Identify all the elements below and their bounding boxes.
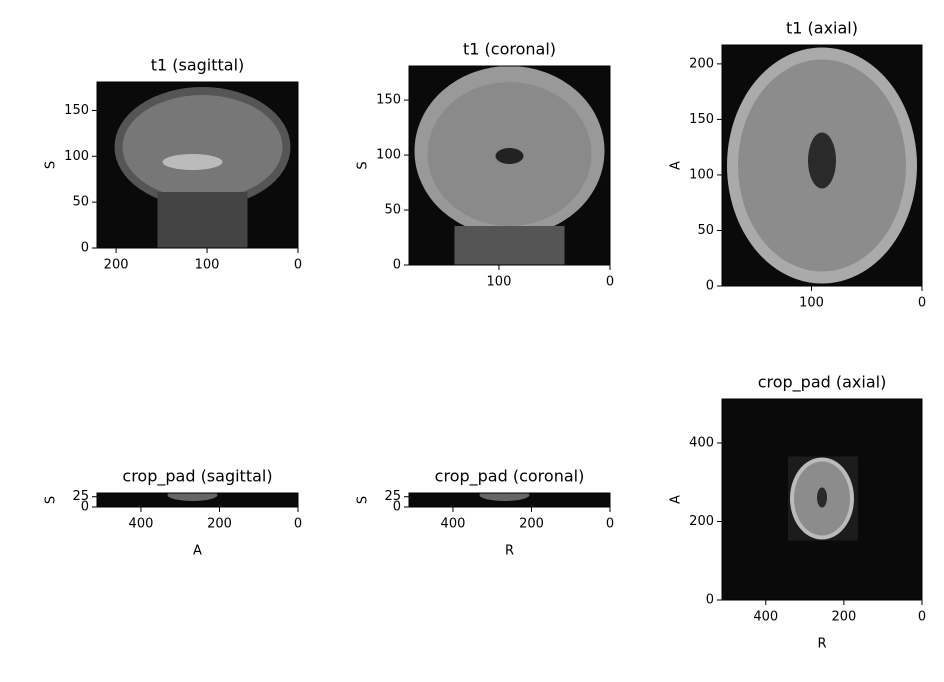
x-axis-label: R [505, 544, 514, 559]
y-axis-label: S [44, 496, 59, 504]
x-tick-label: 0 [606, 517, 614, 532]
x-tick-label: 100 [195, 258, 220, 273]
subplot-title: t1 (sagittal) [151, 56, 245, 75]
ventricle [808, 132, 836, 189]
subplot-title: t1 (axial) [786, 19, 858, 38]
y-tick-label: 0 [706, 593, 714, 608]
y-axis-label: A [669, 161, 684, 170]
y-tick-label: 0 [81, 500, 89, 515]
subplot-title: crop_pad (axial) [758, 373, 887, 393]
image [97, 82, 298, 248]
brain-slice [167, 493, 218, 501]
subplot-title: t1 (coronal) [463, 40, 556, 59]
brain [122, 95, 283, 199]
y-tick-label: 0 [706, 279, 714, 294]
x-tick-label: 0 [918, 610, 926, 625]
x-tick-label: 0 [606, 275, 614, 290]
ventricle [495, 148, 524, 164]
y-tick-label: 400 [689, 435, 714, 450]
y-axis-label: S [356, 496, 371, 504]
y-tick-label: 50 [697, 223, 714, 238]
y-tick-label: 150 [64, 103, 89, 118]
x-tick-label: 0 [918, 296, 926, 311]
x-tick-label: 200 [519, 517, 544, 532]
x-tick-label: 200 [207, 517, 232, 532]
y-tick-label: 0 [81, 241, 89, 256]
y-tick-label: 200 [689, 514, 714, 529]
image [722, 399, 922, 600]
callosum [162, 154, 223, 170]
x-tick-label: 200 [104, 258, 129, 273]
axes-frame [721, 398, 923, 601]
subplot-title: crop_pad (coronal) [435, 467, 585, 487]
y-axis-label: S [356, 161, 371, 169]
y-tick-label: 25 [72, 489, 89, 504]
y-tick-label: 0 [393, 500, 401, 515]
neck [157, 192, 248, 248]
x-tick-label: 400 [441, 517, 466, 532]
y-axis-label: A [669, 495, 684, 504]
x-tick-label: 400 [753, 610, 778, 625]
y-tick-label: 150 [376, 93, 401, 108]
x-tick-label: 400 [129, 517, 154, 532]
y-tick-label: 0 [393, 258, 401, 273]
y-tick-label: 50 [72, 195, 89, 210]
image [409, 493, 610, 507]
y-tick-label: 100 [689, 167, 714, 182]
axes-frame [721, 44, 923, 287]
x-tick-label: 0 [294, 517, 302, 532]
y-tick-label: 100 [376, 148, 401, 163]
axes-frame [408, 65, 611, 266]
x-tick-label: 100 [487, 275, 512, 290]
x-tick-label: 100 [799, 296, 824, 311]
y-axis-label: S [44, 161, 59, 169]
x-axis-label: R [817, 637, 826, 652]
x-tick-label: 0 [294, 258, 302, 273]
image [97, 493, 298, 507]
axes-frame [408, 492, 611, 508]
y-tick-label: 200 [689, 56, 714, 71]
y-tick-label: 150 [689, 112, 714, 127]
image [722, 45, 922, 286]
axes-frame [96, 492, 299, 508]
x-axis-label: A [193, 544, 202, 559]
subplot-title: crop_pad (sagittal) [122, 467, 272, 487]
ventricle [817, 487, 827, 508]
neck [454, 226, 565, 265]
x-tick-label: 200 [831, 610, 856, 625]
y-tick-label: 100 [64, 149, 89, 164]
y-tick-label: 25 [384, 489, 401, 504]
axes-frame [96, 81, 299, 249]
image [409, 66, 610, 265]
brain-slice [479, 493, 530, 501]
y-tick-label: 50 [384, 203, 401, 218]
